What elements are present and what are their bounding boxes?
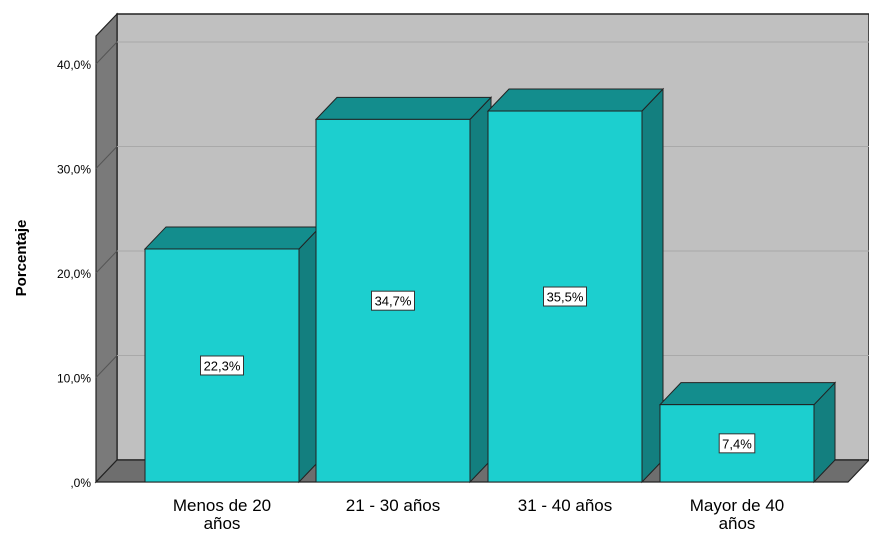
data-label-box bbox=[371, 290, 415, 311]
bar-4: 7,4% bbox=[658, 381, 837, 484]
gridline-wall bbox=[95, 146, 118, 169]
x-category-label: 21 - 30 años bbox=[346, 496, 441, 515]
y-tick-label: ,0% bbox=[70, 476, 91, 490]
x-category-label: 31 - 40 años bbox=[518, 496, 613, 515]
bar-top bbox=[486, 88, 665, 112]
data-label: 22,3% bbox=[204, 358, 241, 373]
gridline-wall bbox=[95, 250, 118, 274]
bars: 22,3% 34,7% 35,5% 7,4% bbox=[143, 87, 837, 484]
x-category-label: Mayor de 40 bbox=[690, 496, 785, 515]
data-label: 7,4% bbox=[722, 436, 752, 451]
y-tick-label: 40,0% bbox=[57, 58, 91, 72]
gridline-wall bbox=[95, 41, 118, 65]
bar-top bbox=[658, 382, 837, 406]
x-category-label: años bbox=[204, 514, 241, 533]
data-label: 35,5% bbox=[547, 290, 584, 305]
data-label: 34,7% bbox=[375, 294, 412, 309]
data-label-box bbox=[200, 355, 244, 376]
bar-top bbox=[143, 226, 322, 250]
bar-1: 22,3% bbox=[143, 225, 322, 484]
y-tick-label: 10,0% bbox=[57, 372, 91, 386]
x-category-label: años bbox=[719, 514, 756, 533]
bar-3: 35,5% bbox=[486, 87, 665, 484]
left-wall bbox=[95, 12, 118, 484]
data-label-box bbox=[718, 433, 756, 454]
gridline-wall bbox=[95, 355, 118, 378]
data-label-box bbox=[543, 286, 587, 307]
bar-2: 34,7% bbox=[314, 96, 493, 484]
bar-top bbox=[314, 96, 493, 120]
x-category-label: Menos de 20 bbox=[173, 496, 271, 515]
y-axis-ticks: ,0% 10,0% 20,0% 30,0% 40,0% bbox=[57, 58, 91, 490]
y-axis-title: Porcentaje bbox=[13, 220, 30, 297]
y-tick-label: 20,0% bbox=[57, 267, 91, 281]
y-tick-label: 30,0% bbox=[57, 163, 91, 177]
